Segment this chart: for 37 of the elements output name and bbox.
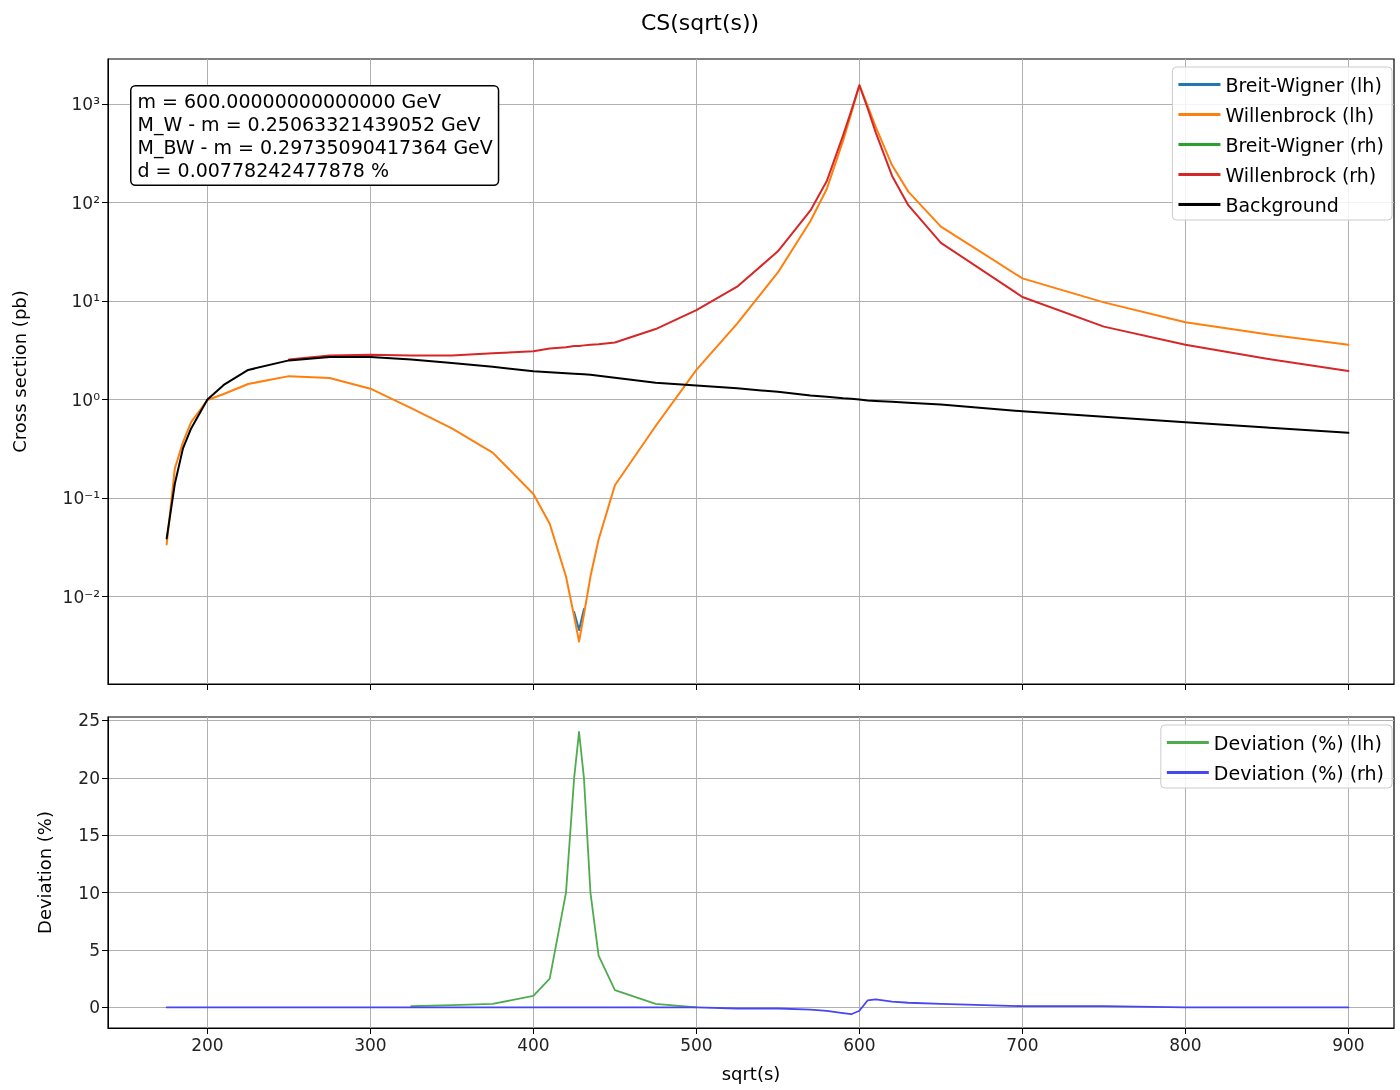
line-series xyxy=(165,356,1350,540)
legend-label: Deviation (%) (rh) xyxy=(1213,761,1384,784)
y-tick-label: 10⁻¹ xyxy=(62,488,100,509)
legend-label: Breit-Wigner (rh) xyxy=(1225,133,1385,156)
annotation: M_W - m = 0.25063321439052 GeV xyxy=(137,113,481,136)
y-tick-label: 10⁻² xyxy=(62,586,100,607)
legend-label: Willenbrock (rh) xyxy=(1225,163,1377,186)
legend-label: Willenbrock (lh) xyxy=(1225,103,1375,126)
x-tick-label: 200 xyxy=(191,1034,224,1055)
y-tick-label: 25 xyxy=(78,710,100,731)
y-axis-title: Deviation (%) xyxy=(33,811,55,934)
legend-label: Breit-Wigner (lh) xyxy=(1225,73,1382,96)
annotation: m = 600.00000000000000 GeV xyxy=(137,90,441,112)
y-tick-label: 15 xyxy=(78,825,100,846)
y-tick-label: 10³ xyxy=(71,93,100,114)
y-tick-label: 10 xyxy=(78,882,100,903)
x-tick-label: 400 xyxy=(517,1034,550,1055)
line-series xyxy=(165,998,1350,1016)
y-axis-title: Cross section (pb) xyxy=(8,290,30,453)
annotation: M_BW - m = 0.29735090417364 GeV xyxy=(137,136,493,159)
x-tick-label: 500 xyxy=(680,1034,713,1055)
x-tick-label: 700 xyxy=(1006,1034,1039,1055)
x-tick-label: 300 xyxy=(354,1034,387,1055)
x-tick-label: 600 xyxy=(843,1034,876,1055)
x-tick-label: 900 xyxy=(1332,1034,1365,1055)
x-tick-label: 800 xyxy=(1169,1034,1202,1055)
y-tick-label: 10¹ xyxy=(71,291,100,312)
annotation: d = 0.00778242477878 % xyxy=(137,159,390,181)
y-tick-label: 0 xyxy=(89,997,100,1018)
legend-label: Background xyxy=(1225,193,1339,216)
y-tick-label: 5 xyxy=(89,939,100,960)
legend-label: Deviation (%) (lh) xyxy=(1213,731,1382,754)
chart-title: CS(sqrt(s)) xyxy=(640,9,760,35)
y-tick-label: 20 xyxy=(78,767,100,788)
x-axis-title: sqrt(s) xyxy=(721,1062,781,1084)
y-tick-label: 10⁰ xyxy=(71,389,101,410)
y-tick-label: 10² xyxy=(71,192,100,213)
